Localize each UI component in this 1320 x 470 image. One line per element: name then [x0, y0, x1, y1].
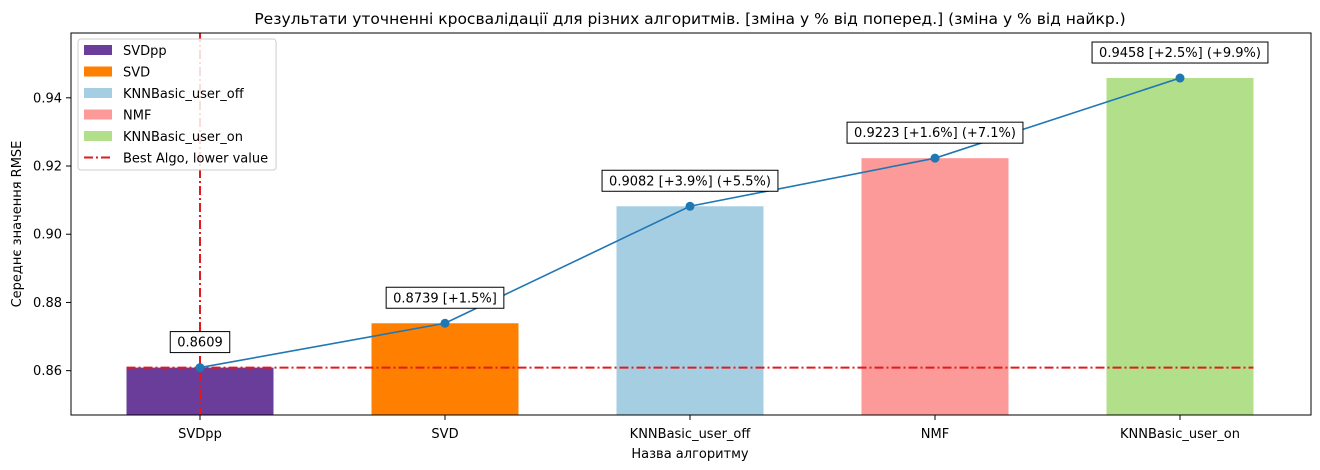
data-label-text: 0.9082 [+3.9%] (+5.5%) — [609, 174, 771, 189]
x-axis-title: Назва алгоритму — [631, 447, 749, 462]
x-tick-label: SVD — [431, 427, 458, 442]
point-SVDpp — [195, 363, 205, 373]
legend-swatch-SVD — [84, 66, 112, 77]
data-label-text: 0.8739 [+1.5%] — [393, 291, 497, 306]
point-SVD — [440, 318, 450, 328]
x-tick-label: KNNBasic_user_on — [1120, 427, 1240, 442]
y-axis-title: Середнє значення RMSE — [10, 141, 25, 308]
point-KNNBasic_user_off — [685, 201, 695, 211]
legend-label-SVD: SVD — [123, 66, 150, 81]
data-label-SVDpp: 0.8609 — [169, 331, 231, 354]
bar-KNNBasic_user_on — [1106, 78, 1254, 416]
plot-frame — [70, 32, 1312, 416]
legend-label-KNNBasic_user_on: KNNBasic_user_on — [123, 130, 243, 145]
legend-swatch-SVDpp — [84, 45, 112, 55]
legend-swatch-KNNBasic_user_off — [84, 88, 112, 98]
data-label-NMF: 0.9223 [+1.6%] (+7.1%) — [846, 121, 1024, 144]
data-label-box — [601, 169, 779, 192]
y-tick-label: 0.90 — [33, 228, 62, 243]
y-tick-label: 0.86 — [33, 364, 62, 379]
bar-SVD — [371, 323, 519, 415]
legend: SVDpp SVD KNNBasic_user_off NMF KNNBasic_use… — [77, 38, 277, 171]
data-label-SVD: 0.8739 [+1.5%] — [385, 286, 505, 309]
bar-NMF — [861, 158, 1009, 415]
point-NMF — [930, 153, 940, 163]
data-label-box — [169, 331, 231, 354]
data-label-text: 0.9223 [+1.6%] (+7.1%) — [854, 126, 1016, 141]
data-label-box — [1091, 41, 1269, 64]
y-tick-label: 0.94 — [33, 91, 62, 106]
point-KNNBasic_user_on — [1175, 73, 1185, 83]
legend-frame — [77, 38, 277, 171]
data-label-KNNBasic_user_off: 0.9082 [+3.9%] (+5.5%) — [601, 169, 779, 192]
legend-label-KNNBasic_user_off: KNNBasic_user_off — [123, 87, 245, 102]
x-tick-label: KNNBasic_user_off — [630, 427, 752, 442]
x-tick-label: NMF — [921, 427, 949, 442]
bar-KNNBasic_user_off — [616, 206, 764, 415]
data-label-box — [385, 286, 505, 309]
x-tick-label: SVDpp — [178, 427, 222, 442]
data-label-box — [846, 121, 1024, 144]
legend-swatch-NMF — [84, 109, 112, 120]
legend-label-SVDpp: SVDpp — [123, 44, 167, 59]
legend-label-best: Best Algo, lower value — [123, 152, 268, 167]
y-tick-label: 0.92 — [33, 160, 62, 175]
chart-title: Результати уточненні кросвалідації для р… — [254, 10, 1125, 28]
legend-label-NMF: NMF — [123, 109, 151, 124]
data-label-KNNBasic_user_on: 0.9458 [+2.5%] (+9.9%) — [1091, 41, 1269, 64]
data-label-text: 0.8609 — [177, 336, 223, 351]
y-tick-label: 0.88 — [33, 296, 62, 311]
data-label-text: 0.9458 [+2.5%] (+9.9%) — [1099, 46, 1261, 61]
legend-swatch-KNNBasic_user_on — [84, 131, 112, 141]
